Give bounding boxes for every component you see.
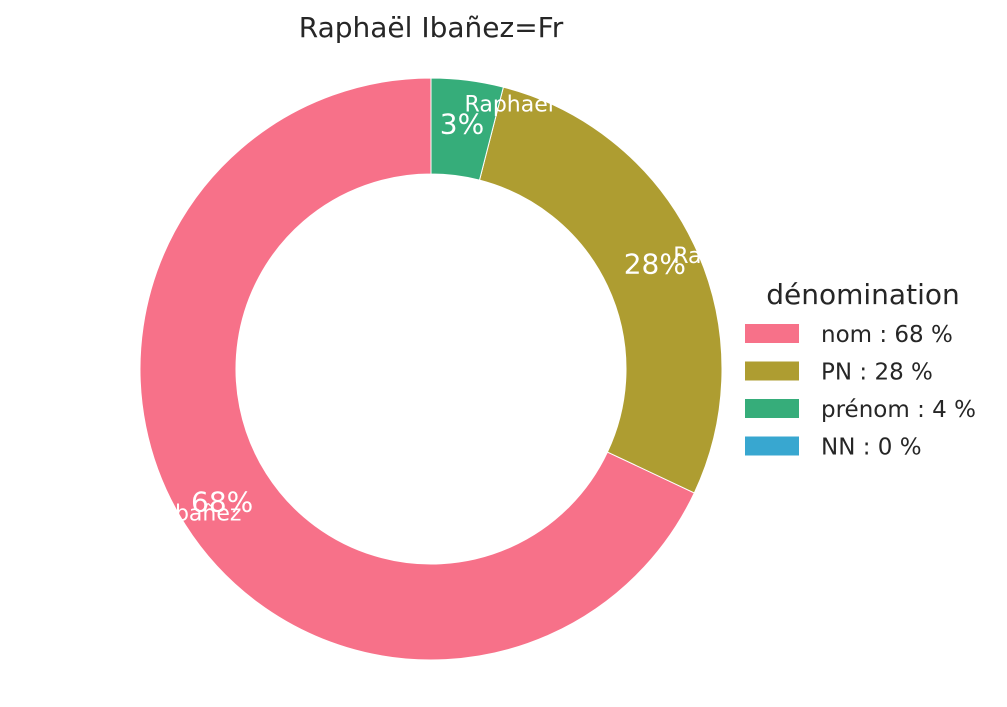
slices-group xyxy=(139,77,723,661)
legend-entry: NN : 0 % xyxy=(821,435,922,461)
legend-entry: prénom : 4 % xyxy=(821,397,976,423)
legend-entry: nom : 68 % xyxy=(821,322,953,348)
slice-percent-label: 28% xyxy=(624,248,686,281)
slice-name-label: Raphaël Ibañez xyxy=(673,244,842,269)
slice-percent-label: 3% xyxy=(440,108,484,141)
slice-percent-label: 68% xyxy=(191,486,253,519)
slice-prnom xyxy=(430,77,504,181)
chart-title: Raphaël Ibañez=Fr xyxy=(299,11,564,44)
slice-name-label: Ibañez xyxy=(168,501,241,526)
legend-swatch xyxy=(745,324,799,343)
legend: dénomination nom : 68 % PN : 28 % prénom :… xyxy=(745,278,976,461)
labels-group: 68%Ibañez 28%Raphaël Ibañez 3%Raphaël xyxy=(168,92,842,526)
slice-name-label: Raphaël xyxy=(465,92,554,117)
legend-title: dénomination xyxy=(766,278,959,311)
slice-nom xyxy=(139,77,695,661)
legend-swatch xyxy=(745,361,799,381)
slice-pn xyxy=(478,86,723,494)
legend-swatch xyxy=(745,436,799,456)
legend-entry: PN : 28 % xyxy=(821,360,933,386)
legend-swatch xyxy=(745,399,799,418)
